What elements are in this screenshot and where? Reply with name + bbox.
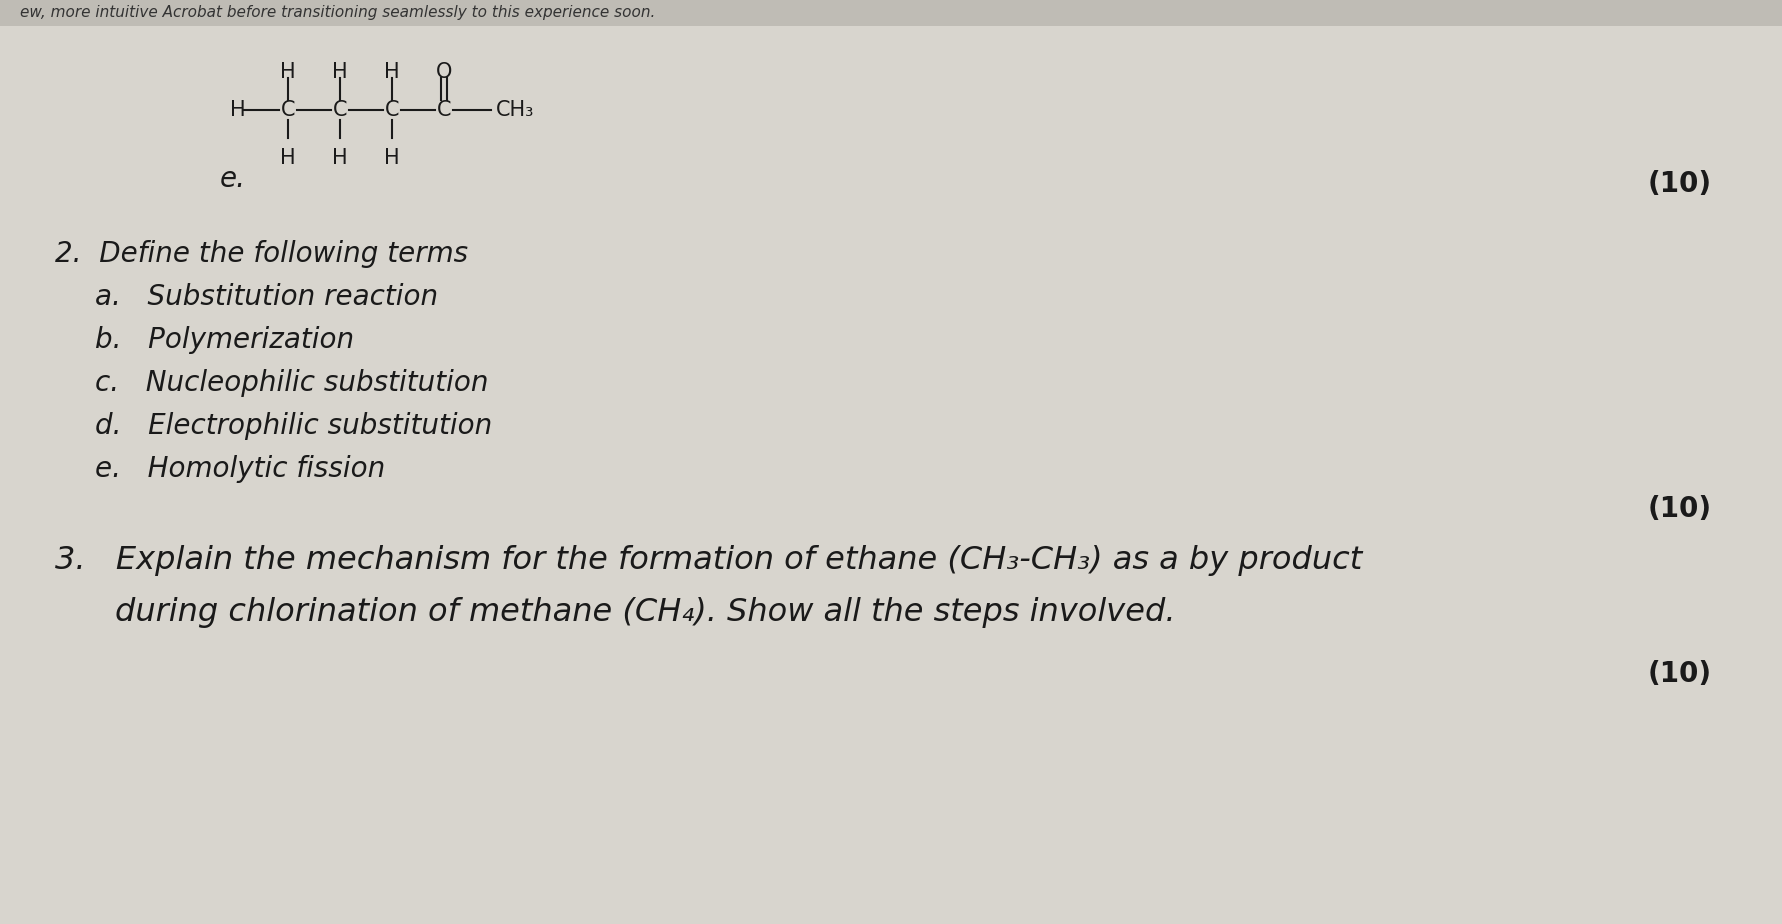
Text: C: C (437, 100, 451, 120)
Text: C: C (333, 100, 347, 120)
Text: during chlorination of methane (CH₄). Show all the steps involved.: during chlorination of methane (CH₄). Sh… (114, 597, 1174, 628)
Text: C: C (385, 100, 399, 120)
Bar (0, 0, 1782, 26)
Text: H: H (383, 148, 399, 168)
Text: H: H (280, 148, 296, 168)
Text: ew, more intuitive Acrobat before transitioning seamlessly to this experience so: ew, more intuitive Acrobat before transi… (20, 6, 656, 20)
Text: 2.  Define the following terms: 2. Define the following terms (55, 240, 469, 268)
Text: H: H (331, 62, 347, 82)
Text: H: H (230, 100, 246, 120)
Text: 3.   Explain the mechanism for the formation of ethane (CH₃-CH₃) as a by product: 3. Explain the mechanism for the formati… (55, 545, 1361, 576)
Text: CH₃: CH₃ (495, 100, 535, 120)
Text: H: H (331, 148, 347, 168)
Text: e.   Homolytic fission: e. Homolytic fission (94, 455, 385, 483)
Text: (10): (10) (1647, 495, 1711, 523)
Text: C: C (280, 100, 296, 120)
Text: H: H (383, 62, 399, 82)
Text: (10): (10) (1647, 660, 1711, 688)
Text: H: H (280, 62, 296, 82)
Text: O: O (435, 62, 453, 82)
Text: c.   Nucleophilic substitution: c. Nucleophilic substitution (94, 369, 488, 397)
Text: e.: e. (219, 165, 246, 193)
Text: d.   Electrophilic substitution: d. Electrophilic substitution (94, 412, 492, 440)
Text: a.   Substitution reaction: a. Substitution reaction (94, 283, 438, 311)
Text: b.   Polymerization: b. Polymerization (94, 326, 355, 354)
Text: (10): (10) (1647, 170, 1711, 198)
